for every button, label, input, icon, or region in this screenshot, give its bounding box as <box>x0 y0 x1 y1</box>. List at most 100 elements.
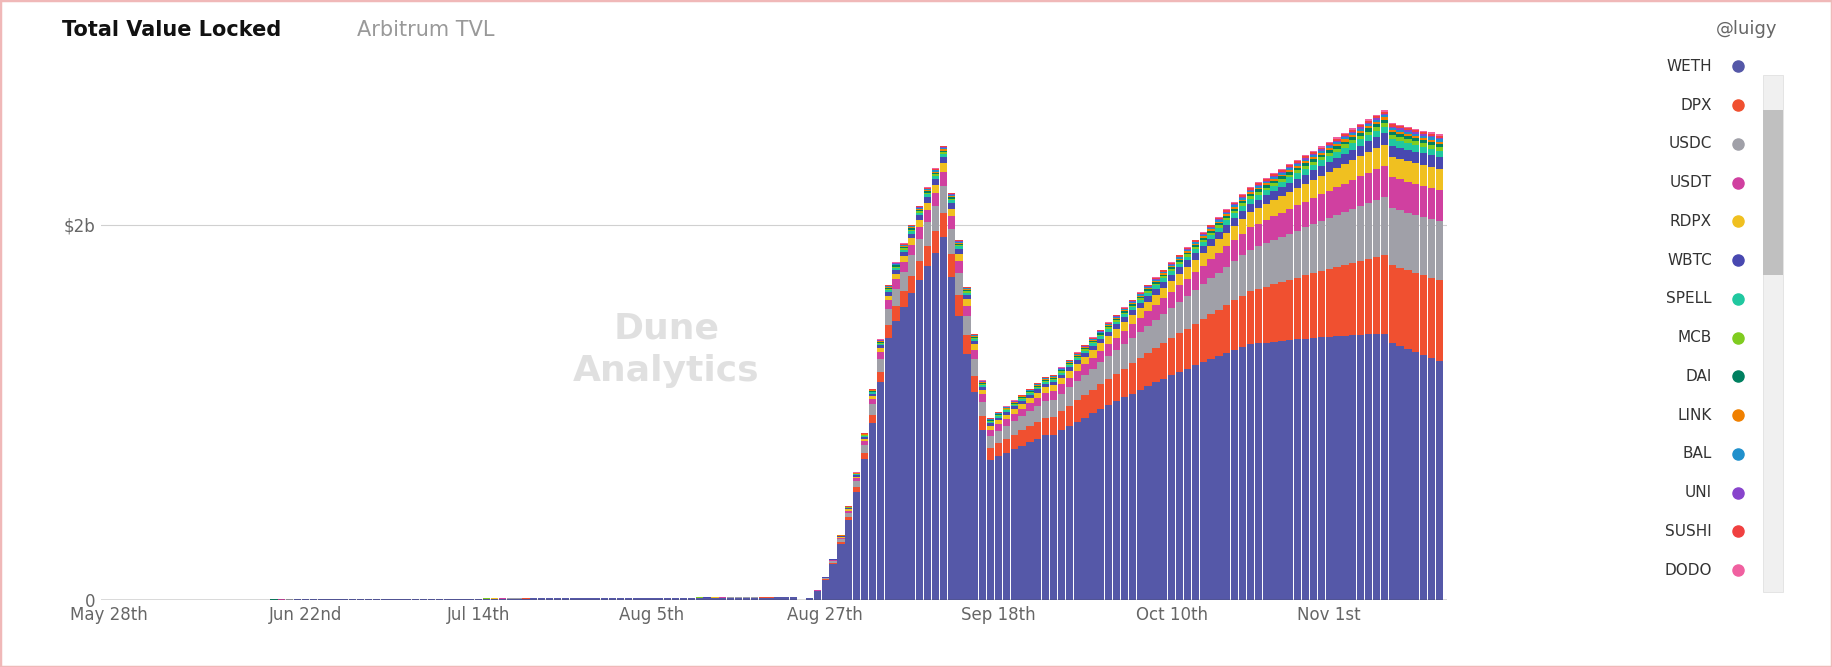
Bar <box>1412 352 1420 600</box>
Bar <box>1176 372 1183 600</box>
Bar <box>570 598 577 600</box>
Bar <box>1262 181 1270 183</box>
Bar <box>830 563 837 564</box>
Bar <box>861 439 868 441</box>
Bar <box>412 599 420 600</box>
Bar <box>1224 218 1231 220</box>
Bar <box>1026 411 1033 426</box>
Bar <box>1238 195 1246 197</box>
Bar <box>971 344 978 350</box>
Bar <box>1057 375 1064 378</box>
Bar <box>1293 163 1301 164</box>
Bar <box>1405 161 1411 181</box>
Bar <box>1389 135 1396 139</box>
Bar <box>1191 260 1198 272</box>
Bar <box>1145 288 1152 289</box>
Bar <box>947 193 954 194</box>
Bar <box>1183 254 1191 257</box>
Bar <box>932 185 940 193</box>
Bar <box>1286 168 1293 170</box>
Bar <box>1293 205 1301 231</box>
Bar <box>1286 167 1293 168</box>
Bar <box>1105 344 1112 356</box>
Bar <box>1105 324 1112 325</box>
Bar <box>1112 315 1119 316</box>
Bar <box>1050 380 1057 382</box>
Bar <box>978 394 986 402</box>
Bar <box>1066 366 1074 368</box>
Bar <box>1381 145 1389 165</box>
Bar <box>357 599 365 600</box>
Bar <box>1066 378 1074 388</box>
Bar <box>1121 344 1129 369</box>
Bar <box>971 376 978 392</box>
Bar <box>1405 149 1411 161</box>
Bar <box>900 262 907 272</box>
Bar <box>1224 213 1231 214</box>
Bar <box>940 157 947 163</box>
Bar <box>1255 183 1262 185</box>
Bar <box>1381 255 1389 334</box>
Bar <box>1358 133 1365 136</box>
Bar <box>1248 196 1255 199</box>
Bar <box>1050 386 1057 391</box>
Bar <box>1097 351 1105 362</box>
Bar <box>1262 195 1270 204</box>
Bar <box>964 299 971 305</box>
Bar <box>1365 121 1372 123</box>
Bar <box>1427 149 1434 155</box>
Bar <box>1396 346 1403 600</box>
Bar <box>1200 240 1207 242</box>
Bar <box>1270 200 1277 216</box>
Bar <box>1231 240 1238 261</box>
Bar <box>1405 213 1411 270</box>
Bar <box>813 591 821 600</box>
Bar <box>1420 140 1427 143</box>
Bar <box>1176 302 1183 334</box>
Bar <box>1136 303 1143 308</box>
Bar <box>1215 225 1222 227</box>
Bar <box>1334 215 1341 267</box>
Bar <box>1348 129 1356 131</box>
Bar <box>1293 160 1301 161</box>
Bar <box>1050 377 1057 378</box>
Bar <box>1207 235 1215 239</box>
Bar <box>1279 175 1286 176</box>
Bar <box>956 247 962 249</box>
Bar <box>1310 159 1317 161</box>
Bar <box>916 239 923 261</box>
Bar <box>1129 324 1136 338</box>
Bar <box>1019 397 1026 398</box>
Bar <box>1358 139 1365 145</box>
Bar <box>964 295 971 299</box>
Bar <box>995 420 1002 424</box>
Bar <box>1066 388 1074 406</box>
Bar <box>1293 167 1301 170</box>
Bar <box>1270 216 1277 240</box>
Bar <box>1365 119 1372 121</box>
Bar <box>956 245 962 247</box>
Bar <box>1372 119 1379 122</box>
Bar <box>1112 320 1119 321</box>
Bar <box>1412 273 1420 352</box>
Bar <box>821 578 828 580</box>
Bar <box>1215 221 1222 223</box>
Bar <box>1389 127 1396 128</box>
Bar <box>1286 183 1293 192</box>
Bar <box>341 599 348 600</box>
Bar <box>940 152 947 154</box>
Bar <box>1420 143 1427 147</box>
Bar <box>878 352 885 359</box>
Bar <box>916 279 923 600</box>
Bar <box>1286 175 1293 177</box>
Bar <box>1231 300 1238 350</box>
Bar <box>1405 349 1411 600</box>
Bar <box>703 598 711 600</box>
Bar <box>1019 398 1026 399</box>
Bar <box>923 189 931 190</box>
Bar <box>1026 392 1033 394</box>
Bar <box>1279 213 1286 237</box>
Bar <box>1129 364 1136 394</box>
Text: WETH: WETH <box>1667 59 1711 74</box>
Bar <box>1231 213 1238 218</box>
